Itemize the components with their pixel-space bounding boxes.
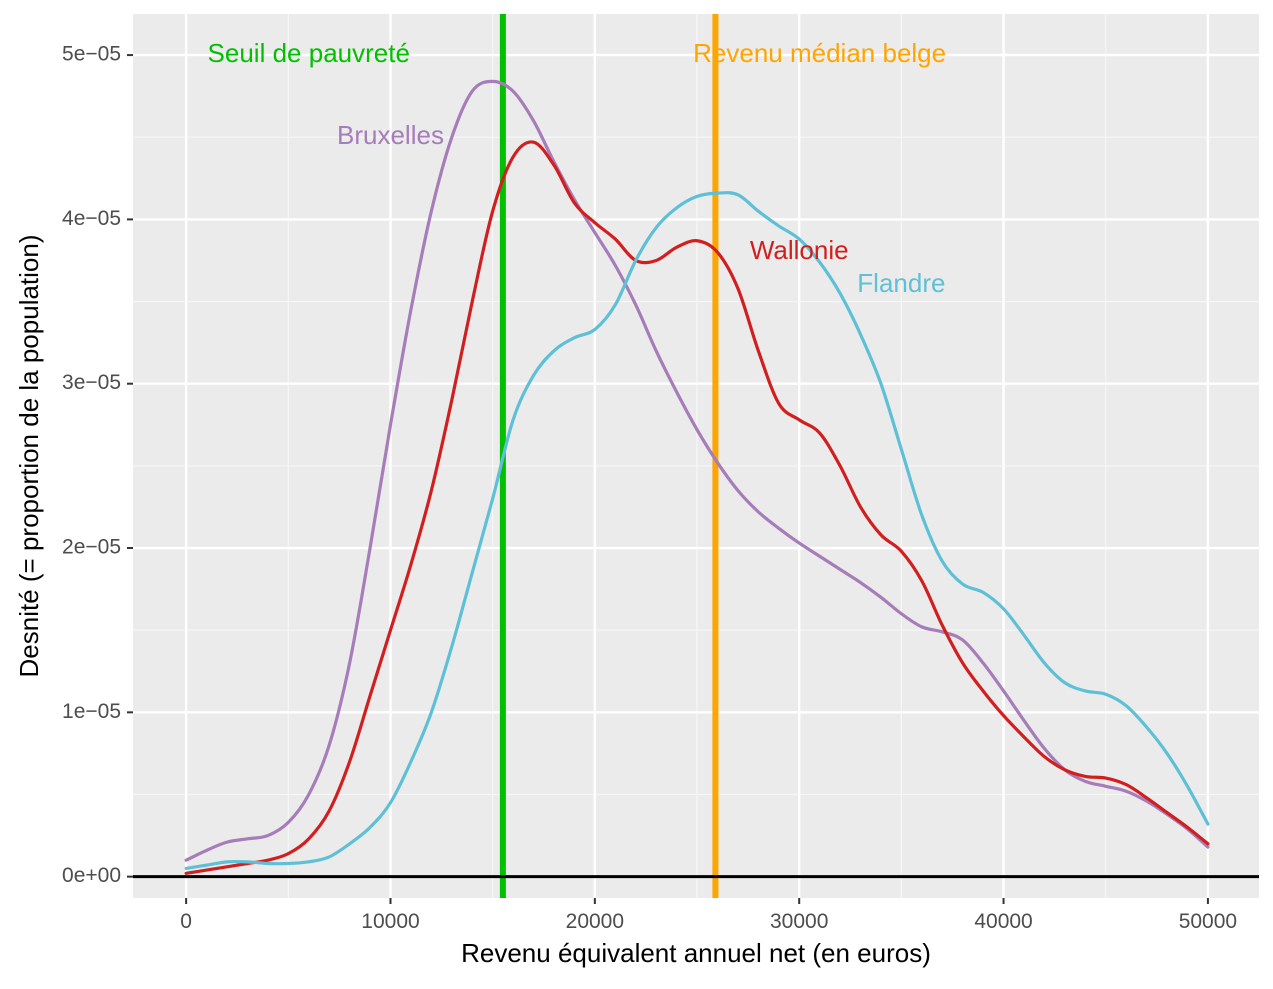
y-tick-label: 0e+00 — [62, 864, 121, 887]
annotation-bruxelles: Bruxelles — [337, 120, 444, 150]
y-tick-label: 3e−05 — [62, 371, 121, 394]
annotation-revenu-m-dian-belge: Revenu médian belge — [693, 38, 946, 68]
x-tick-label: 30000 — [770, 910, 828, 933]
x-tick-label: 20000 — [566, 910, 624, 933]
x-tick-label: 10000 — [361, 910, 419, 933]
x-tick-label: 40000 — [974, 910, 1032, 933]
annotations: Seuil de pauvreté Revenu médian belge Brux… — [208, 38, 947, 298]
annotation-flandre: Flandre — [857, 268, 945, 298]
plot-panel — [133, 14, 1259, 898]
series-line-bruxelles — [184, 79, 1210, 862]
grid-minor — [133, 14, 1259, 898]
y-tick-label: 5e−05 — [62, 43, 121, 66]
annotation-wallonie: Wallonie — [750, 235, 849, 265]
x-tick-label: 50000 — [1179, 910, 1237, 933]
y-axis: 0e+00 1e−05 2e−05 3e−05 4e−05 5e−05 — [62, 43, 133, 887]
y-tick-label: 4e−05 — [62, 207, 121, 230]
series-layer — [184, 79, 1210, 875]
x-axis-title: Revenu équivalent annuel net (en euros) — [461, 938, 931, 968]
y-tick-label: 2e−05 — [62, 536, 121, 559]
x-tick-label: 0 — [180, 910, 192, 933]
annotation-seuil-de-pauvret-: Seuil de pauvreté — [208, 38, 410, 68]
y-tick-label: 1e−05 — [62, 700, 121, 723]
series-line-flandre — [184, 191, 1210, 871]
x-axis: 0 10000 20000 30000 40000 50000 — [180, 898, 1237, 933]
y-axis-title: Desnité (= proportion de la population) — [14, 234, 44, 677]
series-line-wallonie — [184, 140, 1210, 875]
